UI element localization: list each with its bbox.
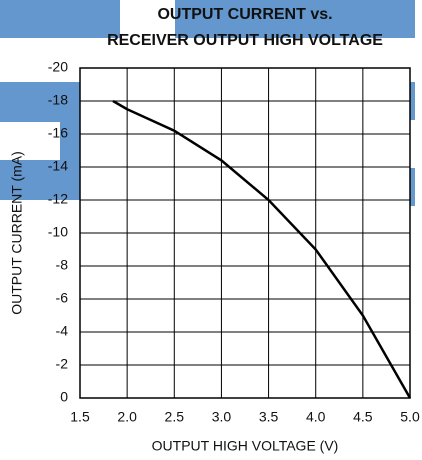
y-tick-label: -16 <box>48 125 68 141</box>
chart-title: RECEIVER OUTPUT HIGH VOLTAGE <box>107 32 383 49</box>
y-tick-label: -18 <box>48 92 68 108</box>
data-line <box>112 99 412 399</box>
chart-title: OUTPUT CURRENT vs. <box>157 6 332 23</box>
y-tick-label: 0 <box>60 389 68 405</box>
x-tick-label: 2.0 <box>117 409 137 425</box>
y-tick-label: -2 <box>56 356 69 372</box>
x-tick-label: 5.0 <box>400 409 420 425</box>
y-axis-label: OUTPUT CURRENT (mA) <box>9 151 25 315</box>
x-tick-label: 3.0 <box>212 409 232 425</box>
y-tick-label: -10 <box>48 224 68 240</box>
x-tick-label: 3.5 <box>259 409 279 425</box>
x-tick-label: 4.5 <box>353 409 373 425</box>
x-axis-label: OUTPUT HIGH VOLTAGE (V) <box>152 438 339 454</box>
y-tick-label: -20 <box>48 59 68 75</box>
y-tick-label: -14 <box>48 158 68 174</box>
y-tick-label: -8 <box>56 257 69 273</box>
x-tick-label: 1.5 <box>70 409 90 425</box>
y-tick-label: -12 <box>48 191 68 207</box>
y-tick-label: -4 <box>56 323 69 339</box>
x-tick-label: 4.0 <box>306 409 326 425</box>
x-tick-label: 2.5 <box>165 409 185 425</box>
y-tick-label: -6 <box>56 290 69 306</box>
